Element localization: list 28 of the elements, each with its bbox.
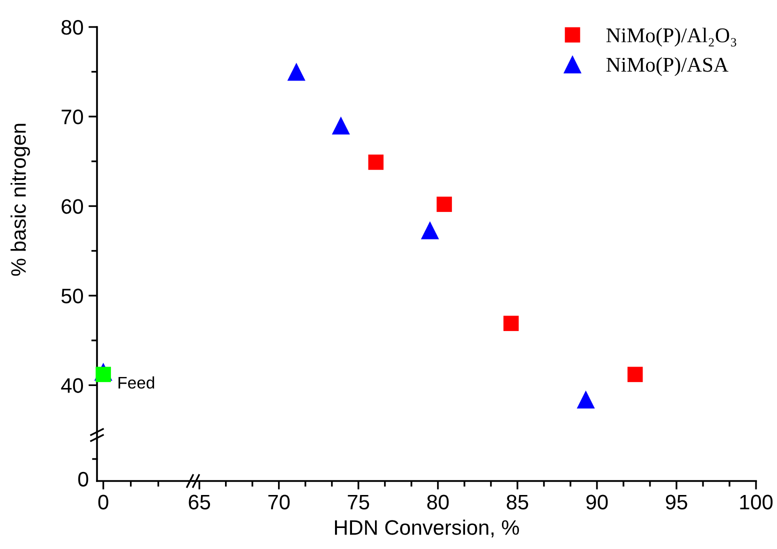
legend-label: NiMo(P)/ASA xyxy=(606,57,728,76)
x-tick-label: 80 xyxy=(427,494,449,510)
y-tick-label: 60 xyxy=(62,199,83,214)
x-tick-label: 85 xyxy=(506,494,528,510)
point xyxy=(576,390,595,409)
point xyxy=(332,116,350,135)
x-tick-label: 95 xyxy=(666,494,688,510)
annotation: Feed xyxy=(118,376,154,389)
point xyxy=(368,154,384,170)
text: 0 xyxy=(78,472,88,487)
x-tick-label: 90 xyxy=(586,494,608,510)
point xyxy=(436,196,452,212)
x-tick-label: 0 xyxy=(98,494,108,510)
y-tick-label: 50 xyxy=(61,288,83,304)
x-tick-label: 65 xyxy=(188,494,210,510)
y-tick-label: 70 xyxy=(62,110,83,124)
x-tick-label: 100 xyxy=(740,494,773,510)
legend-label: NiMo(P)/Al₂O₃ xyxy=(606,28,736,47)
x-tick-label: 75 xyxy=(348,494,370,510)
y-tick-label: 40 xyxy=(61,378,83,393)
point xyxy=(627,366,643,382)
point xyxy=(503,316,519,332)
x-tick-label: 70 xyxy=(268,494,290,510)
point xyxy=(420,221,439,240)
point xyxy=(287,62,306,81)
y-axis-title: % basic nitrogen xyxy=(10,124,30,276)
y-tick-label: 80 xyxy=(62,20,83,35)
x-axis-title: HDN Conversion, % xyxy=(335,520,519,538)
